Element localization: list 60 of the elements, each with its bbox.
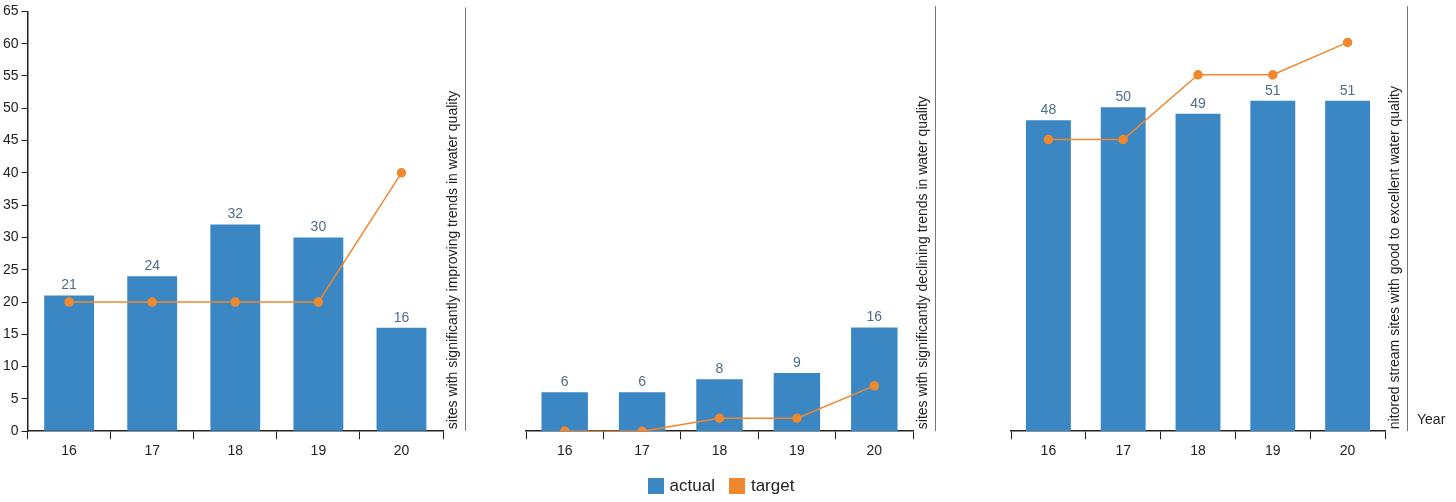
- bar: [618, 392, 666, 432]
- data-label: 48: [1040, 101, 1057, 118]
- text: nitored stream sites with good to excellent water quality: [1385, 86, 1402, 430]
- bar: [293, 237, 344, 431]
- x-tick-label: 17: [144, 442, 161, 459]
- data-label: 51: [1339, 81, 1356, 98]
- legend-label: target: [750, 476, 795, 496]
- bar: [541, 392, 588, 432]
- data-label: 16: [866, 308, 883, 325]
- y-tick-label: 40: [2, 163, 19, 180]
- y-tick-label: 35: [2, 196, 19, 213]
- x-tick-label: 18: [711, 442, 728, 459]
- data-label: 9: [793, 353, 801, 370]
- data-label: 24: [144, 257, 161, 274]
- x-tick-label: 17: [634, 442, 651, 459]
- y-tick-label: 45: [2, 131, 19, 148]
- x-tick-label: 16: [556, 442, 573, 459]
- x-tick-label: 19: [1265, 442, 1281, 459]
- y-tick-label: 55: [2, 66, 19, 83]
- bar: [696, 379, 743, 432]
- data-label: 21: [61, 276, 78, 293]
- x-tick-label: 20: [866, 442, 883, 459]
- bar: [773, 372, 821, 432]
- bar: [44, 295, 95, 431]
- x-tick-label: 16: [1040, 442, 1057, 459]
- text: sites with significantly improving trends in water quality: [443, 90, 460, 430]
- x-axis-title: Year: [1417, 411, 1446, 428]
- data-label: 32: [227, 205, 244, 222]
- x-tick-label: 20: [1339, 442, 1356, 459]
- x-tick-label: 19: [310, 442, 327, 459]
- y-tick-label: 50: [2, 99, 19, 116]
- data-label: 50: [1115, 88, 1132, 105]
- legend-label: actual: [669, 476, 715, 496]
- text: sites with significantly declining trends in water quality: [913, 96, 930, 430]
- bar: [376, 327, 427, 431]
- x-tick-label: 18: [227, 442, 244, 459]
- y-tick-label: 0: [10, 422, 19, 439]
- bar: [851, 327, 898, 432]
- y-tick-label: 60: [2, 34, 19, 51]
- y-tick-label: 5: [10, 389, 19, 406]
- bar: [127, 276, 178, 431]
- x-tick-label: 19: [789, 442, 805, 459]
- y-tick-label: 20: [2, 292, 19, 309]
- data-label: 6: [638, 373, 647, 390]
- data-label: 51: [1265, 81, 1281, 98]
- data-label: 6: [560, 373, 569, 390]
- data-label: 16: [393, 308, 410, 325]
- x-tick-label: 20: [393, 442, 410, 459]
- data-label: 30: [310, 218, 327, 235]
- y-tick-label: 15: [2, 325, 19, 342]
- y-tick-label: 30: [2, 228, 19, 245]
- x-tick-label: 18: [1190, 442, 1206, 459]
- bar: [210, 224, 261, 431]
- data-label: 8: [715, 360, 724, 377]
- y-tick-label: 65: [2, 2, 19, 19]
- y-tick-label: 25: [2, 260, 19, 277]
- x-tick-label: 16: [61, 442, 78, 459]
- y-tick-label: 10: [2, 357, 19, 374]
- data-label: 49: [1190, 94, 1206, 111]
- x-tick-label: 17: [1115, 442, 1132, 459]
